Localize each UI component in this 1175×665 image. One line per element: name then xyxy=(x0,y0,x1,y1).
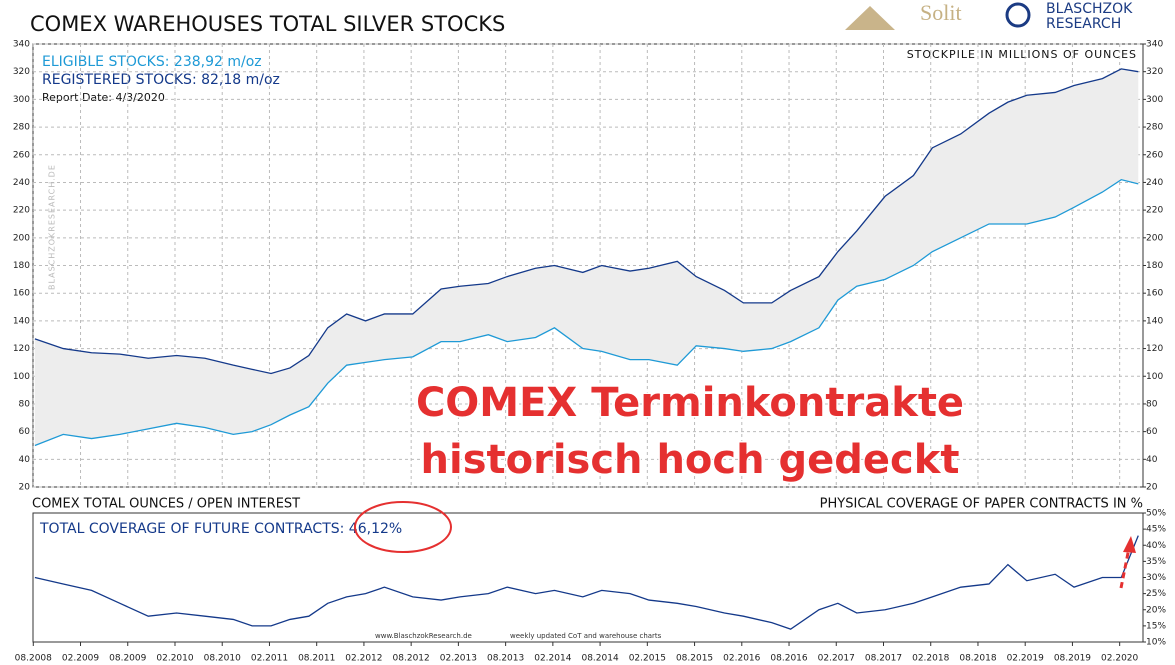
x-tick-label: 08.2010 xyxy=(204,654,241,664)
logo-solit: Solit xyxy=(920,0,962,25)
x-tick-label: 08.2015 xyxy=(676,654,713,664)
y-tick-label: 200 xyxy=(1146,233,1163,243)
y-tick-label: 260 xyxy=(1146,150,1163,160)
solit-logo-icon xyxy=(845,6,895,30)
band-fill xyxy=(34,68,1139,446)
x-tick-label: 02.2009 xyxy=(62,654,99,664)
y-tick-label: 140 xyxy=(1146,316,1163,326)
logo-research: RESEARCH xyxy=(1046,16,1121,32)
legend-registered: REGISTERED STOCKS: 82,18 m/oz xyxy=(42,72,280,88)
annotation: COMEX Terminkontrakte xyxy=(416,380,964,426)
y-tick-label: 60 xyxy=(19,427,31,437)
y-tick-label: 40 xyxy=(1146,455,1158,465)
y-tick-label: 50% xyxy=(1146,509,1166,519)
legend-eligible: ELIGIBLE STOCKS: 238,92 m/oz xyxy=(42,54,262,70)
footer-note: weekly updated CoT and warehouse charts xyxy=(510,632,662,640)
y-tick-label: 120 xyxy=(13,344,30,354)
y-tick-label: 30% xyxy=(1146,573,1166,583)
arrow-shaft xyxy=(1119,547,1131,589)
footer-url: www.BlaschzokResearch.de xyxy=(375,632,472,640)
y-tick-label: 20 xyxy=(19,483,31,493)
x-tick-label: 02.2017 xyxy=(818,654,855,664)
y-tick-label: 160 xyxy=(13,289,30,299)
x-tick-label: 08.2017 xyxy=(865,654,902,664)
y-tick-label: 35% xyxy=(1146,557,1166,567)
y-tick-label: 80 xyxy=(19,399,31,409)
chart-title: COMEX WAREHOUSES TOTAL SILVER STOCKS xyxy=(30,12,505,36)
x-tick-label: 02.2013 xyxy=(440,654,477,664)
x-tick-label: 08.2018 xyxy=(959,654,996,664)
x-tick-label: 08.2009 xyxy=(109,654,146,664)
y-tick-label: 20% xyxy=(1146,605,1166,615)
report-date: Report Date: 4/3/2020 xyxy=(42,91,165,104)
blaschzok-logo-icon xyxy=(1005,2,1031,28)
annotation: historisch hoch gedeckt xyxy=(421,437,960,483)
x-tick-label: 02.2018 xyxy=(912,654,949,664)
subtitle: STOCKPILE IN MILLIONS OF OUNCES xyxy=(907,48,1137,61)
coverage-label: TOTAL COVERAGE OF FUTURE CONTRACTS: 46,1… xyxy=(39,521,402,537)
y-tick-label: 180 xyxy=(13,261,30,271)
logo-blaschzok: BLASCHZOK xyxy=(1046,1,1133,17)
y-tick-label: 60 xyxy=(1146,427,1158,437)
y-tick-label: 40 xyxy=(19,455,31,465)
y-tick-label: 100 xyxy=(13,372,30,382)
x-tick-label: 02.2015 xyxy=(629,654,666,664)
y-tick-label: 40% xyxy=(1146,541,1166,551)
subchart-title: COMEX TOTAL OUNCES / OPEN INTEREST xyxy=(32,497,300,512)
subchart-subtitle: PHYSICAL COVERAGE OF PAPER CONTRACTS IN … xyxy=(820,497,1143,512)
y-tick-label: 300 xyxy=(13,95,30,105)
x-tick-label: 02.2011 xyxy=(251,654,288,664)
y-tick-label: 20 xyxy=(1146,483,1158,493)
y-tick-label: 320 xyxy=(13,67,30,77)
x-tick-label: 02.2014 xyxy=(534,654,571,664)
x-tick-label: 08.2014 xyxy=(581,654,618,664)
y-tick-label: 25% xyxy=(1146,589,1166,599)
y-tick-label: 240 xyxy=(1146,178,1163,188)
y-tick-label: 100 xyxy=(1146,372,1163,382)
y-tick-label: 200 xyxy=(13,233,30,243)
y-tick-label: 280 xyxy=(1146,123,1163,133)
y-tick-label: 220 xyxy=(13,206,30,216)
y-tick-label: 80 xyxy=(1146,399,1158,409)
y-tick-label: 300 xyxy=(1146,95,1163,105)
x-tick-label: 08.2008 xyxy=(15,654,52,664)
y-tick-label: 280 xyxy=(13,123,30,133)
arrow-head xyxy=(1123,536,1136,553)
series-line xyxy=(34,178,1139,447)
series-line xyxy=(34,68,1139,375)
x-tick-label: 08.2019 xyxy=(1054,654,1091,664)
y-tick-label: 160 xyxy=(1146,289,1163,299)
y-tick-label: 260 xyxy=(13,150,30,160)
x-tick-label: 02.2020 xyxy=(1101,654,1138,664)
y-tick-label: 340 xyxy=(13,40,30,50)
y-tick-label: 220 xyxy=(1146,206,1163,216)
y-tick-label: 10% xyxy=(1146,638,1166,648)
x-tick-label: 08.2012 xyxy=(393,654,430,664)
y-tick-label: 120 xyxy=(1146,344,1163,354)
y-tick-label: 320 xyxy=(1146,67,1163,77)
x-tick-label: 02.2019 xyxy=(1007,654,1044,664)
x-tick-label: 08.2011 xyxy=(298,654,335,664)
y-tick-label: 140 xyxy=(13,316,30,326)
x-tick-label: 02.2012 xyxy=(345,654,382,664)
x-tick-label: 02.2010 xyxy=(156,654,193,664)
x-tick-label: 08.2016 xyxy=(770,654,807,664)
x-tick-label: 02.2016 xyxy=(723,654,760,664)
watermark: BLASCHZOKRESEARCH.DE xyxy=(48,164,57,290)
series-line xyxy=(34,535,1139,630)
y-tick-label: 15% xyxy=(1146,621,1166,631)
x-tick-label: 08.2013 xyxy=(487,654,524,664)
y-tick-label: 45% xyxy=(1146,525,1166,535)
y-tick-label: 180 xyxy=(1146,261,1163,271)
highlight-ellipse xyxy=(354,501,452,553)
y-tick-label: 340 xyxy=(1146,40,1163,50)
y-tick-label: 240 xyxy=(13,178,30,188)
